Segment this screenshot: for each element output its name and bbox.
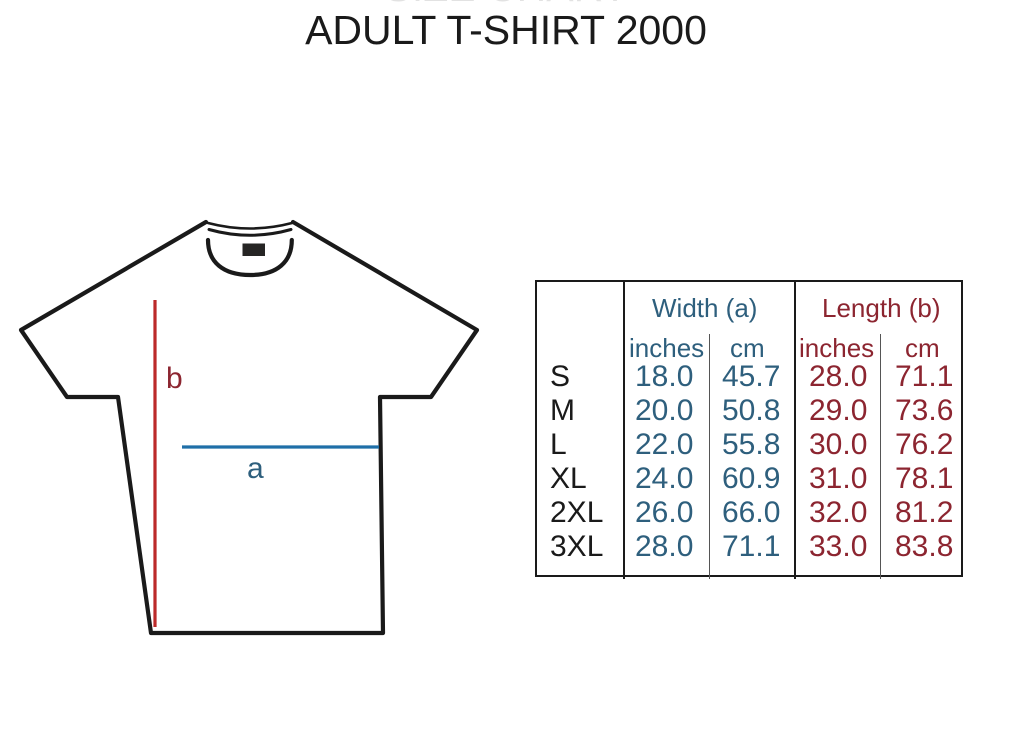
svg-text:b: b xyxy=(166,362,183,395)
svg-text:a: a xyxy=(247,452,264,485)
